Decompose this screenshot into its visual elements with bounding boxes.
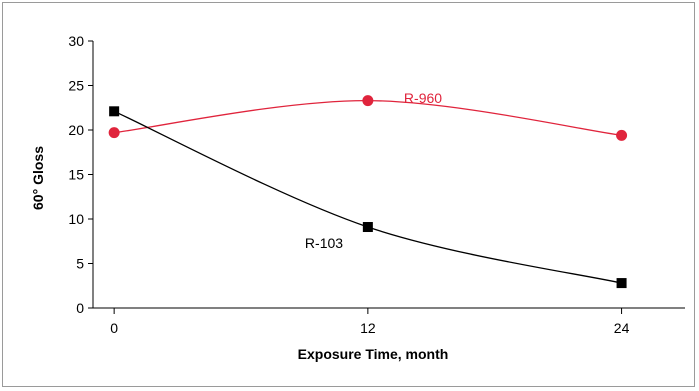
data-point-r-960	[362, 95, 374, 107]
series-label-r-103: R-103	[305, 235, 343, 251]
x-tick-label: 12	[360, 320, 376, 336]
data-point-r-103	[362, 222, 373, 233]
series-line-r-103	[113, 110, 622, 284]
y-tick-label: 5	[76, 256, 84, 272]
x-tick-label: 24	[614, 320, 630, 336]
data-point-r-960	[616, 129, 628, 141]
x-tick-label: 0	[110, 320, 118, 336]
y-tick-label: 20	[68, 122, 84, 138]
x-axis-label: Exposure Time, month	[298, 346, 449, 362]
x-axis-ticks: 0 12 24	[110, 308, 630, 336]
data-point-r-103	[109, 106, 120, 117]
series-layer: R-960 R-103	[108, 90, 628, 289]
line-chart: 0 5 10 15 20 25 30 0 12 24 R-960 R-103 Exposure T…	[30, 33, 685, 362]
data-point-r-103	[616, 278, 627, 289]
y-tick-label: 25	[68, 78, 84, 94]
series-label-r-960: R-960	[404, 90, 442, 106]
y-axis-ticks: 0 5 10 15 20 25 30	[68, 33, 93, 316]
data-point-r-960	[108, 127, 120, 139]
axes	[92, 41, 685, 309]
y-axis-label: 60° Gloss	[30, 146, 46, 210]
y-tick-label: 10	[68, 211, 84, 227]
chart-frame: 0 5 10 15 20 25 30 0 12 24 R-960 R-103 Exposure T…	[2, 2, 695, 387]
y-tick-label: 0	[76, 300, 84, 316]
y-tick-label: 15	[68, 167, 84, 183]
y-tick-label: 30	[68, 33, 84, 49]
